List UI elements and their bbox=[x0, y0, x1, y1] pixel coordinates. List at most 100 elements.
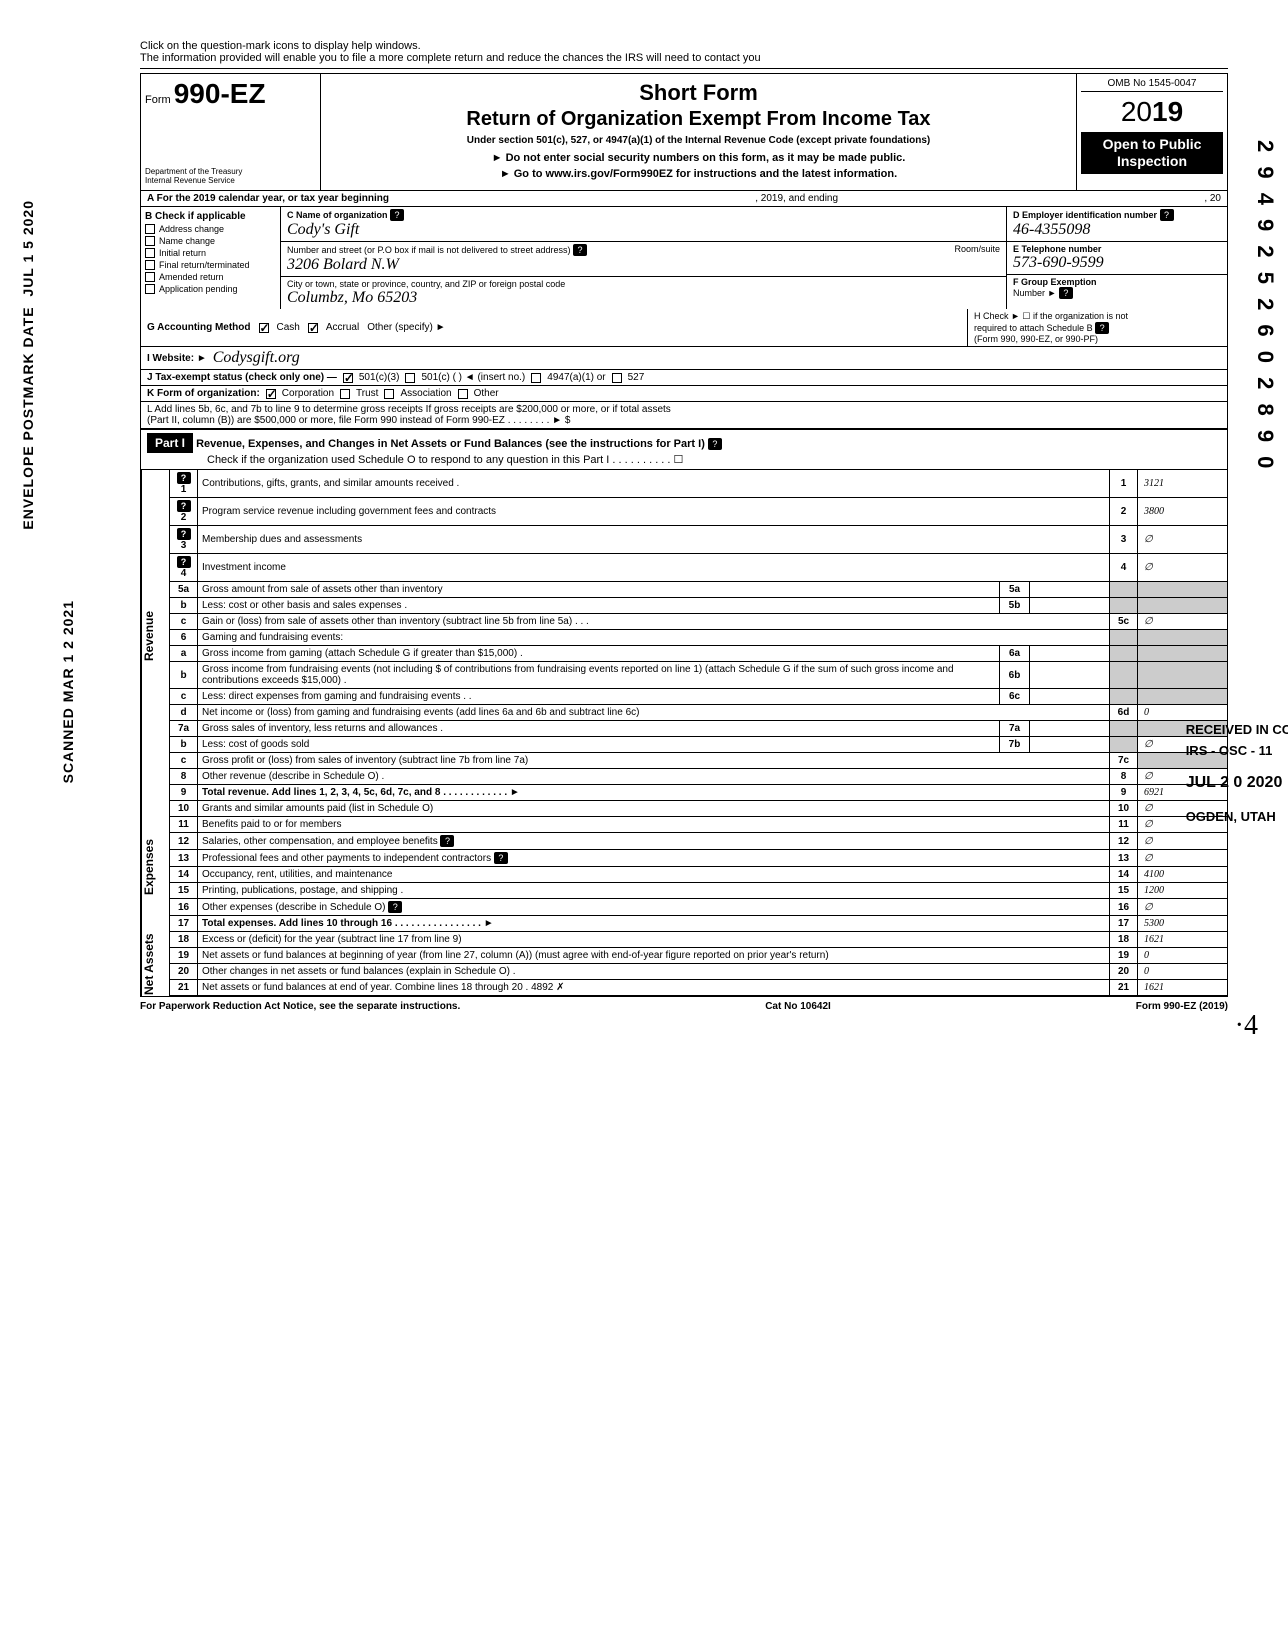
row-l-gross-receipts: L Add lines 5b, 6c, and 7b to line 9 to … bbox=[140, 402, 1228, 429]
bottom-handwritten-mark: ·4 bbox=[1235, 1010, 1258, 1042]
form-header: Form 990-EZ Department of the Treasury I… bbox=[140, 73, 1228, 191]
received-stamp: RECEIVED IN CORRES IRS - OSC - 11 JUL 2 … bbox=[1186, 720, 1288, 828]
section-b-through-f: B Check if applicable Address change Nam… bbox=[140, 207, 1228, 309]
help-icon[interactable]: ? bbox=[177, 472, 191, 484]
line-19: 19Net assets or fund balances at beginni… bbox=[170, 948, 1228, 964]
help-icon[interactable]: ? bbox=[390, 209, 404, 221]
cb-corporation[interactable] bbox=[266, 389, 276, 399]
cb-501c[interactable] bbox=[405, 373, 415, 383]
part-1-header-row: Part I Revenue, Expenses, and Changes in… bbox=[140, 429, 1228, 470]
org-name-value: Cody's Gift bbox=[287, 221, 359, 238]
help-icon[interactable]: ? bbox=[440, 835, 454, 847]
row-k-org-form: K Form of organization: Corporation Trus… bbox=[140, 386, 1228, 402]
cb-accrual[interactable] bbox=[308, 323, 318, 333]
cb-4947[interactable] bbox=[531, 373, 541, 383]
revenue-label: Revenue bbox=[141, 470, 169, 801]
net-assets-section: Net Assets 18Excess or (deficit) for the… bbox=[140, 932, 1228, 997]
document-code: 2 9 4 9 2 5 2 6 0 2 8 9 0 bbox=[1252, 140, 1278, 472]
help-icon[interactable]: ? bbox=[1095, 322, 1109, 334]
line-15: 15Printing, publications, postage, and s… bbox=[170, 883, 1228, 899]
net-assets-label: Net Assets bbox=[141, 932, 169, 996]
line-9: 9Total revenue. Add lines 1, 2, 3, 4, 5c… bbox=[170, 785, 1228, 801]
part-1-label: Part I bbox=[147, 433, 193, 453]
scanned-stamp: SCANNED MAR 1 2 2021 bbox=[60, 600, 76, 783]
net-assets-table: 18Excess or (deficit) for the year (subt… bbox=[169, 932, 1228, 996]
row-h-schedule-b: H Check ► ☐ if the organization is not r… bbox=[967, 309, 1227, 346]
line-6d: dNet income or (loss) from gaming and fu… bbox=[170, 705, 1228, 721]
line-5b: bLess: cost or other basis and sales exp… bbox=[170, 598, 1228, 614]
expenses-table: 10Grants and similar amounts paid (list … bbox=[169, 801, 1228, 932]
help-icon[interactable]: ? bbox=[177, 556, 191, 568]
help-icon[interactable]: ? bbox=[177, 500, 191, 512]
instructions-block: Click on the question-mark icons to disp… bbox=[140, 40, 1228, 69]
line-11: 11Benefits paid to or for members11∅ bbox=[170, 817, 1228, 833]
notice-2: ► Go to www.irs.gov/Form990EZ for instru… bbox=[331, 168, 1066, 180]
header-left: Form 990-EZ Department of the Treasury I… bbox=[141, 74, 321, 190]
line-21: 21Net assets or fund balances at end of … bbox=[170, 980, 1228, 996]
tax-year: 2019 bbox=[1081, 96, 1223, 128]
cb-cash[interactable] bbox=[259, 323, 269, 333]
line-7b: bLess: cost of goods sold7b∅ bbox=[170, 737, 1228, 753]
revenue-section: Revenue ? 1Contributions, gifts, grants,… bbox=[140, 470, 1228, 801]
line-16: 16Other expenses (describe in Schedule O… bbox=[170, 899, 1228, 916]
line-8: 8Other revenue (describe in Schedule O) … bbox=[170, 769, 1228, 785]
row-g-h: G Accounting Method Cash Accrual Other (… bbox=[140, 309, 1228, 347]
line-6c: cLess: direct expenses from gaming and f… bbox=[170, 689, 1228, 705]
cb-501c3[interactable] bbox=[343, 373, 353, 383]
line-7a: 7aGross sales of inventory, less returns… bbox=[170, 721, 1228, 737]
line-6a: aGross income from gaming (attach Schedu… bbox=[170, 646, 1228, 662]
subtitle: Under section 501(c), 527, or 4947(a)(1)… bbox=[331, 135, 1066, 146]
cb-application-pending[interactable]: Application pending bbox=[145, 284, 276, 294]
form-prefix: Form bbox=[145, 94, 171, 106]
help-icon[interactable]: ? bbox=[388, 901, 402, 913]
row-i-website: I Website: ► Codysgift.org bbox=[140, 347, 1228, 370]
cb-527[interactable] bbox=[612, 373, 622, 383]
envelope-postmark-stamp: ENVELOPE POSTMARK DATE JUL 1 5 2020 bbox=[20, 200, 36, 530]
open-to-public: Open to Public Inspection bbox=[1081, 132, 1223, 174]
cb-other[interactable] bbox=[458, 389, 468, 399]
header-center: Short Form Return of Organization Exempt… bbox=[321, 74, 1077, 190]
row-a-tax-year: A For the 2019 calendar year, or tax yea… bbox=[140, 191, 1228, 207]
col-b-header: B Check if applicable bbox=[145, 211, 276, 222]
help-icon[interactable]: ? bbox=[1160, 209, 1174, 221]
help-icon[interactable]: ? bbox=[708, 438, 722, 450]
help-icon[interactable]: ? bbox=[1059, 287, 1073, 299]
city-value: Columbz, Mo 65203 bbox=[287, 289, 417, 306]
expenses-section: Expenses 10Grants and similar amounts pa… bbox=[140, 801, 1228, 932]
dept-block: Department of the Treasury Internal Reve… bbox=[145, 168, 316, 186]
main-title: Return of Organization Exempt From Incom… bbox=[331, 108, 1066, 131]
line-10: 10Grants and similar amounts paid (list … bbox=[170, 801, 1228, 817]
line-6b: bGross income from fundraising events (n… bbox=[170, 662, 1228, 689]
line-6: 6Gaming and fundraising events: bbox=[170, 630, 1228, 646]
help-icon[interactable]: ? bbox=[177, 528, 191, 540]
footer-right: Form 990-EZ (2019) bbox=[1136, 1001, 1228, 1012]
street-row: Number and street (or P.O box if mail is… bbox=[281, 242, 1006, 277]
col-b-checkboxes: B Check if applicable Address change Nam… bbox=[141, 207, 281, 309]
line-2: ? 2Program service revenue including gov… bbox=[170, 498, 1228, 526]
line-13: 13Professional fees and other payments t… bbox=[170, 850, 1228, 867]
page-footer: For Paperwork Reduction Act Notice, see … bbox=[140, 1001, 1228, 1012]
line-3: ? 3Membership dues and assessments3∅ bbox=[170, 526, 1228, 554]
help-icon[interactable]: ? bbox=[494, 852, 508, 864]
cb-name-change[interactable]: Name change bbox=[145, 236, 276, 246]
line-14: 14Occupancy, rent, utilities, and mainte… bbox=[170, 867, 1228, 883]
line-5a: 5aGross amount from sale of assets other… bbox=[170, 582, 1228, 598]
cb-address-change[interactable]: Address change bbox=[145, 224, 276, 234]
short-form-title: Short Form bbox=[331, 80, 1066, 106]
cb-association[interactable] bbox=[384, 389, 394, 399]
ein-value: 46-4355098 bbox=[1013, 221, 1090, 238]
revenue-table: ? 1Contributions, gifts, grants, and sim… bbox=[169, 470, 1228, 801]
instruction-line-1: Click on the question-mark icons to disp… bbox=[140, 40, 1228, 52]
cb-initial-return[interactable]: Initial return bbox=[145, 248, 276, 258]
line-17: 17Total expenses. Add lines 10 through 1… bbox=[170, 916, 1228, 932]
telephone-row: E Telephone number 573-690-9599 bbox=[1007, 242, 1227, 275]
notice-1: ► Do not enter social security numbers o… bbox=[331, 152, 1066, 164]
cb-amended-return[interactable]: Amended return bbox=[145, 272, 276, 282]
cb-final-return[interactable]: Final return/terminated bbox=[145, 260, 276, 270]
form-number: 990-EZ bbox=[174, 78, 266, 109]
row-j-tax-exempt: J Tax-exempt status (check only one) — 5… bbox=[140, 370, 1228, 386]
help-icon[interactable]: ? bbox=[573, 244, 587, 256]
line-18: 18Excess or (deficit) for the year (subt… bbox=[170, 932, 1228, 948]
col-c-org-info: C Name of organization ? Cody's Gift Num… bbox=[281, 207, 1007, 309]
cb-trust[interactable] bbox=[340, 389, 350, 399]
